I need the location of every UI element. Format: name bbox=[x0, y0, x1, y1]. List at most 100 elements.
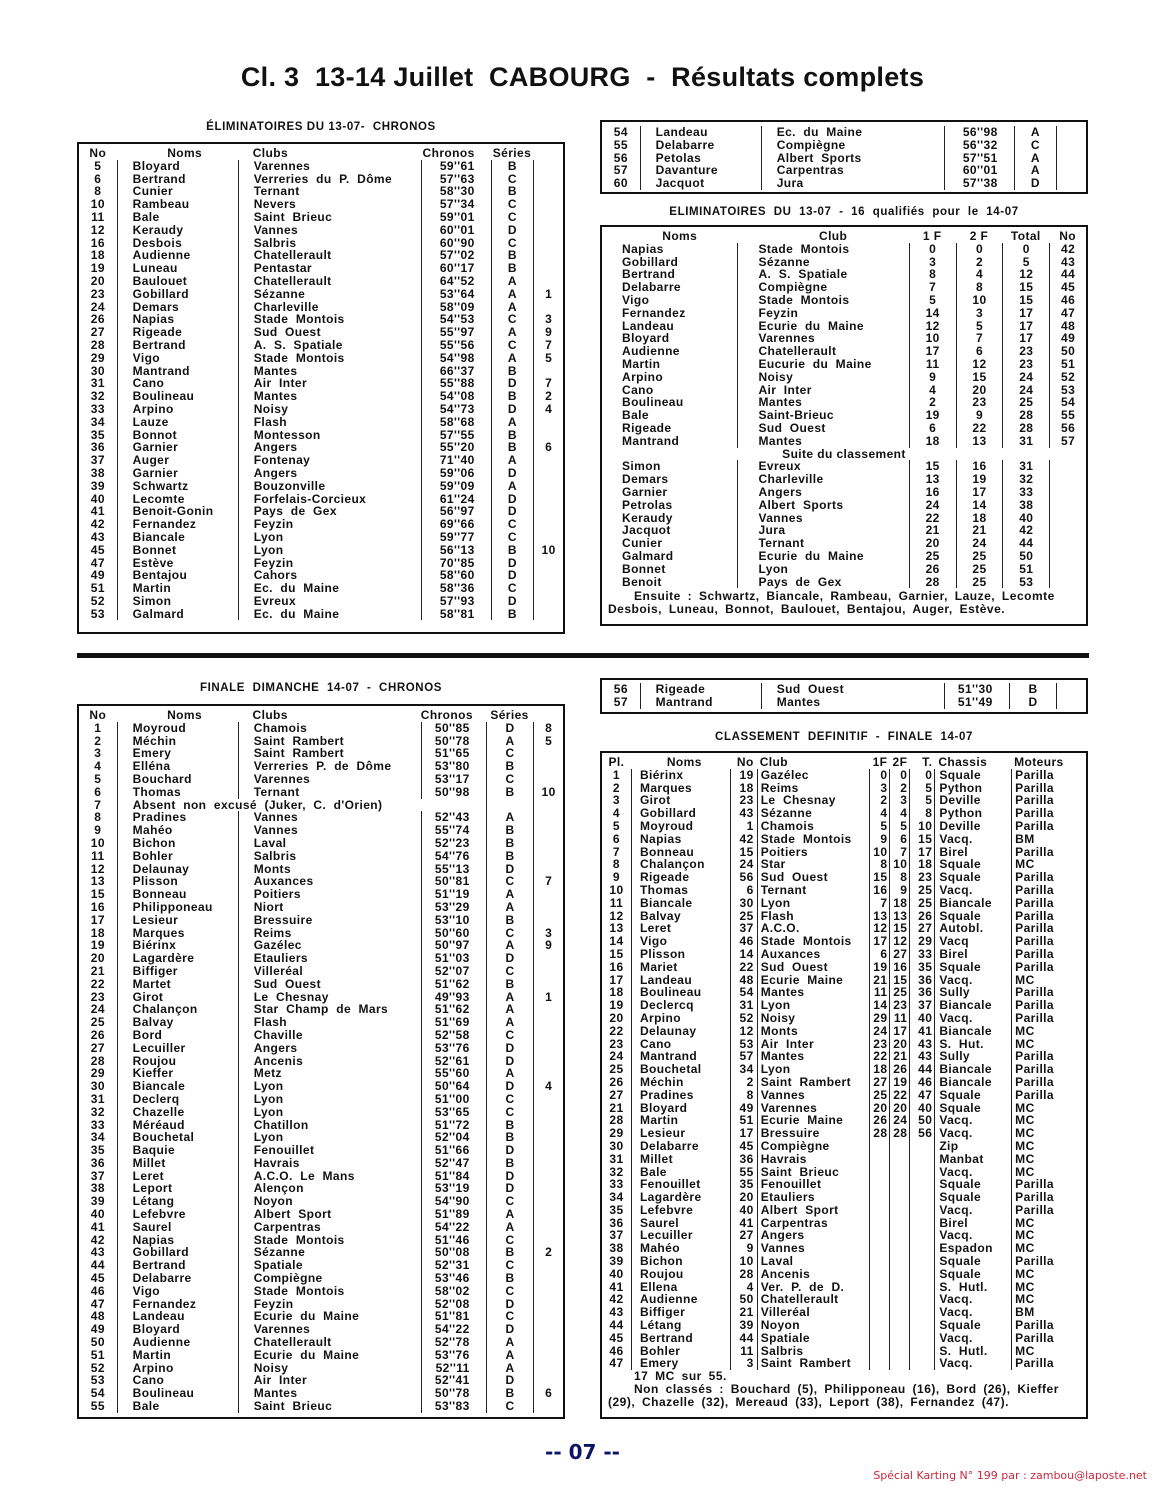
cell bbox=[909, 1178, 934, 1192]
cell: A bbox=[485, 734, 534, 748]
cell: MC bbox=[1011, 858, 1086, 872]
cell: 15 bbox=[909, 832, 934, 846]
cell: 10 bbox=[533, 785, 563, 799]
cell: 8 bbox=[94, 184, 102, 199]
cell: 5 bbox=[909, 794, 934, 808]
cell: Lyon bbox=[237, 1080, 421, 1093]
cell: 58''68 bbox=[421, 415, 491, 429]
table-row: 8 Chalançon 24 Star 8 10 18 Squale MC bbox=[602, 858, 1086, 872]
cell: 5 bbox=[909, 781, 934, 795]
cell bbox=[909, 1152, 934, 1166]
cell: Flash bbox=[756, 909, 870, 923]
cell bbox=[1056, 151, 1086, 165]
cell: B bbox=[490, 159, 534, 173]
cell: Roujou bbox=[630, 1268, 730, 1281]
cell: 6 bbox=[612, 831, 620, 846]
cell: Ecurie du Maine bbox=[237, 1349, 421, 1362]
table-row: 30 Delabarre 45 Compiègne Zip MC bbox=[602, 1140, 1086, 1153]
cell: Davanture bbox=[639, 164, 761, 178]
cell: 57''34 bbox=[421, 198, 491, 211]
cell: Saint Brieuc bbox=[237, 211, 421, 224]
cell bbox=[869, 1255, 889, 1268]
table-row: 37 Lecuiller 27 Angers Vacq. MC bbox=[602, 1229, 1086, 1243]
cell: 5 bbox=[94, 158, 102, 173]
cell: 16 bbox=[90, 899, 105, 914]
table-row: 5 Bouchard Varennes 53''17 C bbox=[79, 773, 563, 786]
cell bbox=[869, 1331, 889, 1345]
cell bbox=[889, 1152, 909, 1166]
cell: 6 bbox=[94, 784, 102, 799]
cell: 2 bbox=[94, 733, 102, 748]
cell: Flash bbox=[237, 1016, 421, 1029]
cell: 54 bbox=[90, 1386, 105, 1401]
cell: S. Hutl. bbox=[934, 1344, 1011, 1358]
cell: Mantrand bbox=[639, 695, 761, 709]
cell bbox=[533, 952, 563, 965]
cell: Declerq bbox=[116, 1093, 238, 1106]
column-header: No bbox=[736, 755, 754, 769]
cell bbox=[533, 1297, 563, 1311]
table-header: No Noms Clubs Chronos Séries bbox=[79, 709, 563, 722]
cell: 57''51 bbox=[944, 151, 1014, 165]
cell: Parilla bbox=[1011, 1178, 1086, 1192]
cell: B bbox=[485, 760, 534, 773]
cell: 54 bbox=[729, 986, 757, 1000]
cell bbox=[533, 977, 563, 991]
cell: D bbox=[485, 1041, 534, 1055]
cell bbox=[869, 1229, 889, 1243]
cell: 49 bbox=[90, 568, 105, 583]
cell: 4 bbox=[869, 807, 889, 820]
cell bbox=[533, 300, 563, 314]
cell: A bbox=[490, 326, 534, 339]
cell: D bbox=[485, 862, 534, 876]
table-row: 9 Rigeade 56 Sud Ouest 15 8 23 Squale Parilla bbox=[602, 871, 1086, 884]
column-header: Noms bbox=[666, 755, 702, 769]
cell: Le Chesnay bbox=[237, 990, 421, 1004]
table-row: 45 Delabarre Compiègne 53''46 B bbox=[79, 1272, 563, 1285]
cell: Mariet bbox=[630, 960, 730, 974]
cell bbox=[533, 1041, 563, 1055]
table-row: 55 Delabarre Compiègne 56''32 C bbox=[602, 138, 1086, 152]
cell: Chazelle bbox=[116, 1105, 238, 1119]
cell: 52''41 bbox=[421, 1374, 486, 1388]
cell: 38 bbox=[1002, 498, 1049, 512]
cell: Boulineau bbox=[622, 395, 684, 410]
cell: Ecurie du Maine bbox=[737, 550, 908, 563]
cell: Air Inter bbox=[237, 377, 421, 391]
cell: Rigeade bbox=[622, 420, 672, 435]
cell: Lecomte bbox=[116, 492, 238, 506]
cell: 42 bbox=[90, 517, 105, 532]
cell: Marques bbox=[116, 926, 238, 940]
cell: Parilla bbox=[1011, 1050, 1086, 1064]
cell: MC bbox=[1011, 1127, 1086, 1140]
cell: 28 bbox=[729, 1268, 757, 1281]
cell: Martin bbox=[630, 1114, 730, 1128]
cell: 0 bbox=[889, 768, 909, 782]
cell: Compiègne bbox=[237, 1272, 421, 1285]
table-row: 13 Plisson Auxances 50''81 C 7 bbox=[79, 875, 563, 889]
cell bbox=[533, 1067, 563, 1081]
cell: A bbox=[485, 939, 534, 953]
cell: 51''89 bbox=[421, 1208, 486, 1221]
cell: Birel bbox=[934, 948, 1011, 961]
cell: Lagardère bbox=[630, 1191, 730, 1204]
cell: Ecurie Maine bbox=[756, 973, 870, 987]
cell: Roujou bbox=[116, 1054, 238, 1068]
cell: Lesieur bbox=[630, 1127, 730, 1140]
cell: 25 bbox=[909, 884, 934, 897]
cell: 18 bbox=[869, 1063, 889, 1076]
cell: 48 bbox=[729, 973, 757, 987]
finale-chronos-table-continued: 56 Rigeade Sud Ouest 51''30 B 57 Mantrand Mante… bbox=[600, 678, 1088, 714]
cell: Rigeade bbox=[630, 871, 730, 884]
cell: 51''81 bbox=[421, 1310, 486, 1324]
cell: 17 bbox=[908, 345, 956, 358]
cell: 39 bbox=[90, 478, 105, 493]
cell: Verreries du P. Dôme bbox=[237, 172, 421, 186]
cell: Fernandez bbox=[622, 305, 686, 320]
cell: Lecuiller bbox=[116, 1041, 238, 1055]
cell bbox=[533, 210, 563, 224]
cell: 28 bbox=[90, 1053, 105, 1068]
cell: D bbox=[1008, 695, 1057, 709]
cell: 12 bbox=[908, 319, 956, 333]
cell: 47 bbox=[90, 555, 105, 570]
